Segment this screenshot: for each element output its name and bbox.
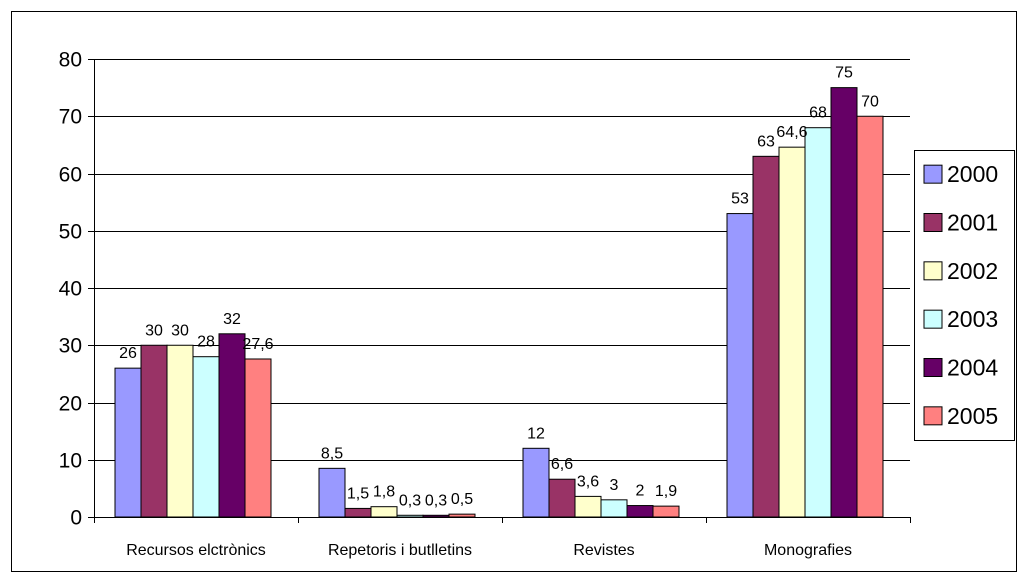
data-label: 2	[636, 483, 645, 500]
bar	[856, 115, 884, 518]
data-label: 8,5	[321, 445, 343, 462]
y-tick-label: 80	[59, 49, 82, 72]
y-tick-label: 10	[59, 450, 82, 473]
bar	[726, 213, 754, 518]
data-label: 32	[223, 311, 241, 328]
data-label: 3,6	[577, 473, 599, 490]
data-label: 30	[145, 322, 163, 339]
y-tick-label: 30	[59, 335, 82, 358]
data-label: 1,9	[655, 483, 677, 500]
legend-label: 2000	[947, 161, 998, 187]
data-label: 68	[809, 105, 827, 122]
data-label: 75	[835, 65, 853, 82]
y-tick-label: 20	[59, 393, 82, 416]
y-tick-label: 50	[59, 221, 82, 244]
legend-label: 2003	[947, 306, 998, 332]
legend-swatch	[923, 406, 943, 426]
bar	[548, 478, 576, 518]
legend: 2000 2001 2002 2003 2004 2005	[914, 150, 1015, 441]
legend-swatch	[923, 358, 943, 377]
bar	[192, 356, 220, 518]
data-label: 1,8	[373, 484, 395, 501]
bar	[318, 467, 346, 518]
x-category-label: Monografies	[764, 542, 852, 559]
legend-label: 2005	[947, 403, 998, 429]
bar	[626, 505, 654, 518]
data-label: 64,6	[776, 124, 807, 141]
bar	[652, 505, 680, 518]
data-label: 0,3	[425, 492, 447, 509]
x-category-label: Recursos elctrònics	[126, 542, 266, 559]
data-label: 27,6	[242, 336, 273, 353]
legend-swatch	[923, 261, 943, 281]
bar	[600, 499, 628, 518]
bar	[370, 506, 398, 518]
data-label: 28	[197, 334, 215, 351]
bar	[778, 146, 806, 518]
data-label: 0,5	[451, 491, 473, 508]
data-label: 12	[527, 425, 545, 442]
bar	[218, 333, 246, 518]
bar	[166, 344, 194, 518]
data-label: 70	[861, 93, 879, 110]
bar	[830, 87, 858, 518]
data-label: 1,5	[347, 485, 369, 502]
bar	[140, 344, 168, 518]
bar	[804, 127, 832, 518]
data-label: 3	[610, 477, 619, 494]
bar	[344, 507, 372, 518]
bar	[396, 514, 424, 518]
y-tick-label: 0	[70, 507, 82, 530]
data-label: 0,3	[399, 492, 421, 509]
bar	[244, 358, 272, 518]
bar	[522, 447, 550, 518]
legend-label: 2001	[947, 210, 998, 236]
bars	[114, 87, 884, 518]
y-tick-label: 40	[59, 278, 82, 301]
bar	[422, 514, 450, 518]
legend-label: 2004	[947, 355, 998, 381]
legend-label: 2002	[947, 258, 998, 284]
data-label: 30	[171, 322, 189, 339]
bar	[448, 513, 476, 518]
x-category-label: Revistes	[573, 542, 634, 559]
bar	[752, 155, 780, 518]
data-label: 6,6	[551, 456, 573, 473]
bar	[114, 367, 142, 518]
x-category-label: Repetoris i butlletins	[328, 542, 472, 559]
data-label: 53	[731, 191, 749, 208]
legend-swatch	[923, 164, 943, 184]
data-label: 26	[119, 345, 137, 362]
legend-swatch	[923, 309, 943, 329]
y-tick-label: 60	[59, 164, 82, 187]
axes: 0 10 20 30 40 50 60 70 80 Recursos elctrònics Repe…	[59, 49, 911, 559]
legend-box	[914, 150, 1015, 441]
y-tick-label: 70	[59, 106, 82, 129]
legend-swatch	[923, 213, 943, 232]
bar	[574, 495, 602, 518]
data-label: 63	[757, 133, 775, 150]
